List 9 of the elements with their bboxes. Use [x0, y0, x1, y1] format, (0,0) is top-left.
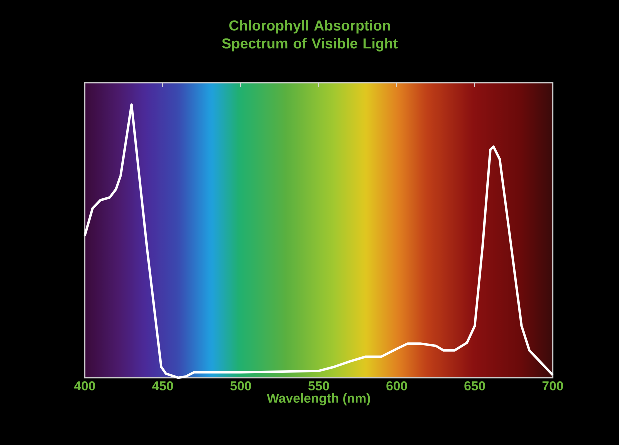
x-tick-label: 400	[74, 382, 96, 391]
x-axis-title: Wavelength (nm)	[267, 394, 370, 406]
x-tick-label: 450	[152, 382, 174, 391]
x-tick-label: 500	[230, 382, 252, 391]
x-tick-label: 700	[542, 382, 564, 391]
x-tick-label: 650	[464, 382, 486, 391]
x-tick-label: 600	[386, 382, 408, 391]
chart-title: Chlorophyll Absorption Spectrum of Visible Light	[222, 20, 398, 52]
x-tick-label: 550	[308, 382, 330, 391]
